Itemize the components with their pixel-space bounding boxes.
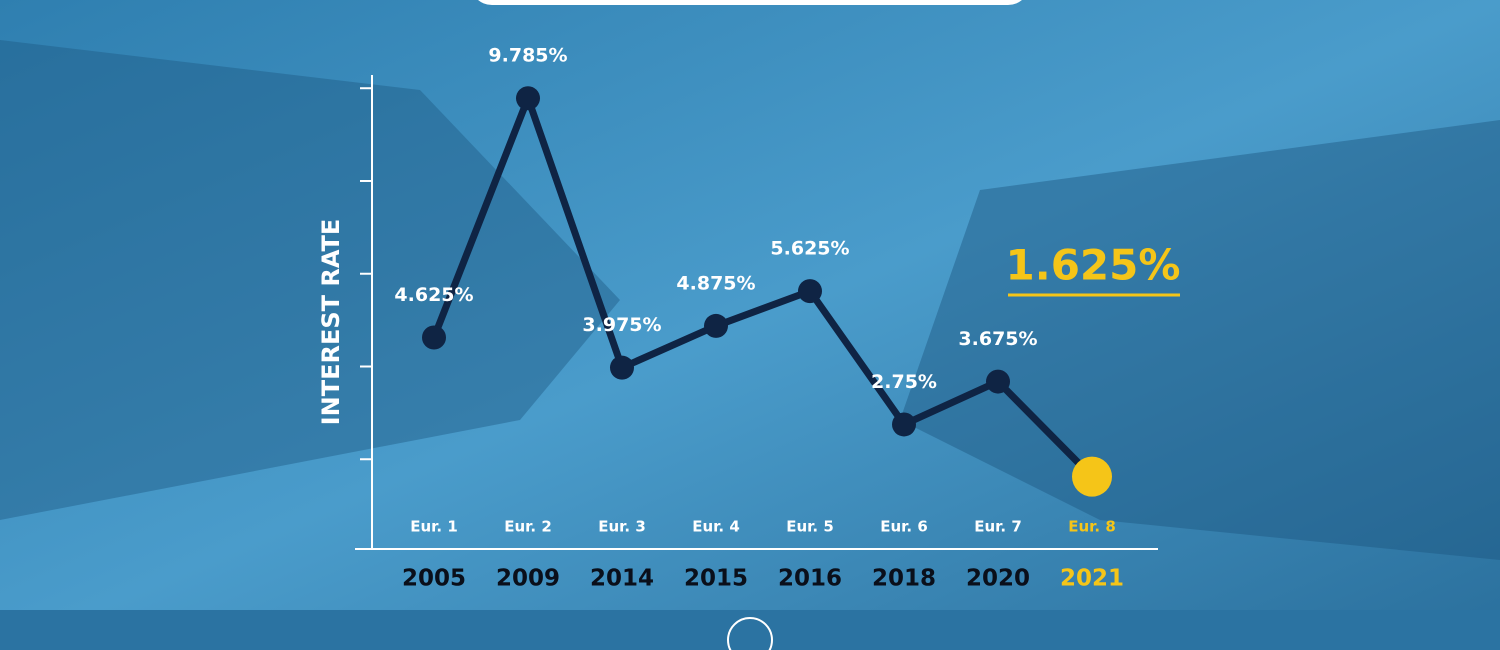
point [892, 412, 916, 437]
round-label: Eur. 8 [1068, 518, 1116, 536]
round-label: Eur. 1 [410, 518, 458, 536]
x-tick-label: 2016 [778, 566, 842, 592]
point [1072, 456, 1112, 497]
title-box [478, 0, 1022, 5]
x-tick-label: 2018 [872, 566, 936, 592]
x-tick-label: 2021 [1060, 566, 1124, 592]
logo [727, 617, 773, 650]
point [610, 355, 634, 380]
point [422, 325, 446, 350]
value-label: 2.75% [871, 371, 937, 393]
footer-band [0, 610, 1500, 650]
x-tick-label: 2009 [496, 566, 560, 592]
round-label: Eur. 6 [880, 518, 928, 536]
point [798, 279, 822, 304]
value-label: 4.875% [676, 272, 755, 294]
x-tick-label: 2020 [966, 566, 1030, 592]
background-shape [0, 40, 620, 520]
round-label: Eur. 4 [692, 518, 740, 536]
round-label: Eur. 3 [598, 518, 646, 536]
round-label: Eur. 2 [504, 518, 552, 536]
point [704, 313, 728, 338]
point [516, 86, 540, 111]
point [986, 369, 1010, 394]
value-label: 5.625% [770, 238, 849, 260]
y-axis-title: INTEREST RATE [317, 219, 345, 426]
line [430, 94, 1095, 480]
round-label: Eur. 5 [786, 518, 834, 536]
value-label: 3.675% [958, 328, 1037, 350]
x-tick-label: 2015 [684, 566, 748, 592]
x-tick-label: 2014 [590, 566, 654, 592]
value-label: 4.625% [394, 284, 473, 306]
value-label: 1.625% [1006, 241, 1181, 290]
x-tick-label: 2005 [402, 566, 466, 592]
round-label: Eur. 7 [974, 518, 1022, 536]
value-label: 9.785% [488, 45, 567, 67]
value-label: 3.975% [582, 314, 661, 336]
background-shape [900, 120, 1500, 560]
